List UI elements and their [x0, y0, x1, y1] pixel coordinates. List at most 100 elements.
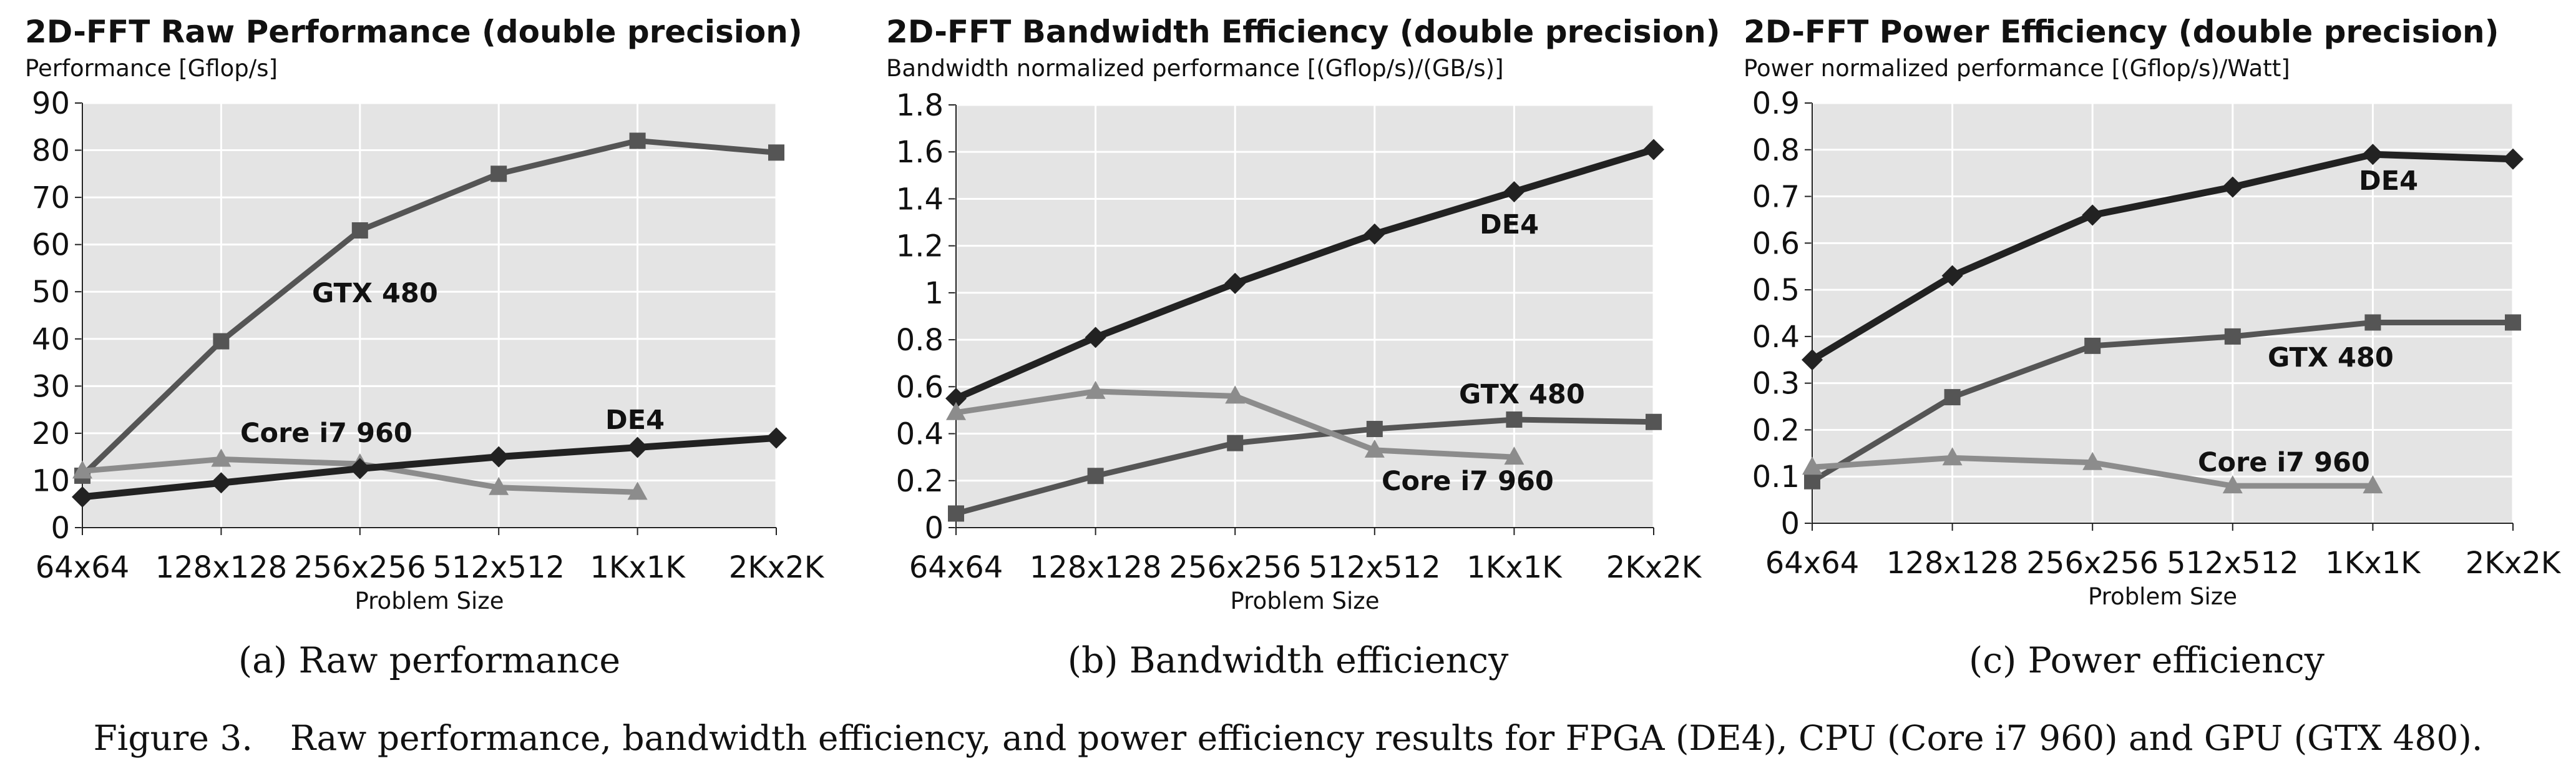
x-tick-label: 1Kx1K	[2325, 546, 2421, 581]
x-tick-label: 128x128	[1030, 550, 1162, 585]
y-tick-label: 0.5	[1752, 273, 1800, 308]
chart-title: 2D-FFT Power Efficiency (double precisio…	[1744, 14, 2499, 50]
data-point-square	[2224, 328, 2241, 345]
x-tick-label: 2Kx2K	[1606, 550, 1702, 585]
y-axis-label: Performance [Gflop/s]	[25, 55, 278, 82]
series-de4: DE4	[1802, 144, 2524, 371]
data-point-square	[213, 333, 230, 350]
data-point-square	[1227, 435, 1244, 451]
y-tick-label: 0.4	[896, 417, 944, 452]
series-label-de4: DE4	[1480, 209, 1539, 240]
y-tick-label: 0.2	[896, 464, 944, 499]
figure-caption: Figure 3. Raw performance, bandwidth effi…	[0, 718, 2576, 758]
data-point-square	[1366, 421, 1383, 438]
data-point-triangle	[72, 460, 92, 479]
x-tick-label: 64x64	[36, 550, 130, 585]
data-point-diamond	[349, 458, 371, 480]
data-point-square	[1646, 413, 1662, 430]
x-tick-label: 1Kx1K	[1466, 550, 1563, 585]
y-tick-label: 0.9	[1752, 86, 1800, 121]
series-line-gtx-480	[80, 137, 777, 478]
y-tick-label: 80	[32, 134, 70, 169]
series-de4: DE4	[945, 139, 1664, 410]
data-point-diamond	[627, 436, 648, 458]
series-de4: DE4	[72, 405, 787, 508]
data-point-triangle	[489, 476, 509, 495]
x-tick-label: 512x512	[432, 550, 565, 585]
data-point-triangle	[211, 448, 232, 467]
y-tick-label: 0.7	[1752, 180, 1800, 215]
data-point-triangle	[1802, 456, 1822, 475]
data-point-triangle	[1225, 385, 1246, 404]
x-tick-label: 64x64	[909, 550, 1003, 585]
data-point-square	[2364, 314, 2381, 331]
x-tick-label: 512x512	[1309, 550, 1441, 585]
x-tick-label: 128x128	[155, 550, 288, 585]
data-point-diamond	[1364, 223, 1385, 245]
y-tick-label: 1.6	[896, 135, 944, 170]
chart-panel-raw-performance: 2D-FFT Raw Performance (double precision…	[0, 0, 859, 778]
line-chart-raw-performance: 0 10 20 30 40 50 60 70 80 90 64x64 128x128 256x256 51…	[32, 86, 825, 614]
data-point-square	[490, 165, 507, 182]
y-tick-label: 0.8	[896, 323, 944, 358]
y-tick-label: 0.2	[1752, 413, 1800, 448]
y-tick-label: 70	[32, 180, 70, 215]
data-point-diamond	[945, 388, 967, 410]
series-label-core-i7-960: Core i7 960	[240, 418, 412, 449]
x-axis-label: Problem Size	[2088, 583, 2237, 610]
data-point-triangle	[1085, 380, 1106, 399]
x-axis-label: Problem Size	[1231, 588, 1380, 614]
data-point-triangle	[946, 401, 966, 420]
x-tick-label: 256x256	[1169, 550, 1301, 585]
y-tick-label: 1.2	[896, 229, 944, 264]
data-point-square	[1944, 389, 1961, 406]
x-axis-label: Problem Size	[355, 588, 504, 614]
data-point-diamond	[1085, 327, 1106, 348]
chart-title: 2D-FFT Bandwidth Efficiency (double prec…	[886, 14, 1720, 50]
subfigure-caption: (c) Power efficiency	[1969, 640, 2325, 681]
series-line-de4	[82, 434, 777, 501]
series-label-gtx-480: GTX 480	[312, 278, 438, 309]
data-point-square	[948, 505, 964, 522]
data-point-square	[768, 144, 784, 161]
y-tick-label: 0.6	[896, 370, 944, 405]
y-tick-label: 30	[32, 369, 70, 404]
plot-area	[1812, 103, 2513, 523]
y-tick-label: 50	[32, 275, 70, 310]
y-tick-label: 1.4	[896, 182, 944, 217]
y-axis-label: Power normalized performance [(Gflop/s)/…	[1744, 55, 2290, 82]
y-tick-label: 40	[32, 322, 70, 357]
plot-area	[82, 103, 776, 528]
data-point-triangle	[1504, 446, 1525, 465]
y-tick-label: 10	[32, 463, 70, 498]
y-tick-label: 0.3	[1752, 367, 1800, 401]
data-point-triangle	[2363, 475, 2383, 494]
plot-area	[956, 105, 1654, 528]
data-point-square	[1506, 411, 1523, 428]
data-point-diamond	[488, 446, 510, 468]
series-gtx-480: GTX 480	[1804, 314, 2521, 490]
data-point-diamond	[210, 472, 232, 494]
data-point-triangle	[2222, 475, 2243, 494]
data-point-square	[1804, 473, 1820, 490]
chart-panel-power-efficiency: 2D-FFT Power Efficiency (double precisio…	[1717, 0, 2576, 778]
line-chart-power-efficiency: 0 0.1 0.2 0.3 0.4 0.5 0.6 0.7 0.8 0.9 64x64 128x128…	[1752, 86, 2562, 610]
series-core-i7-960: Core i7 960	[946, 380, 1554, 497]
series-line-gtx-480	[955, 416, 1654, 516]
subfigure-caption: (a) Raw performance	[238, 640, 621, 681]
figure-number: Figure 3.	[93, 718, 253, 758]
series-line-de4	[954, 146, 1655, 402]
data-point-diamond	[2362, 144, 2384, 165]
series-line-de4	[1810, 150, 2514, 363]
series-core-i7-960: Core i7 960	[1802, 447, 2383, 494]
data-point-triangle	[1942, 447, 1963, 466]
data-point-diamond	[1941, 265, 1963, 287]
y-tick-label: 0.8	[1752, 133, 1800, 168]
x-tick-label: 2Kx2K	[2466, 546, 2562, 581]
series-label-gtx-480: GTX 480	[2268, 342, 2394, 373]
data-point-diamond	[2502, 148, 2524, 170]
y-tick-label: 0.4	[1752, 320, 1800, 355]
subfigure-caption: (b) Bandwidth efficiency	[1067, 640, 1509, 681]
series-label-de4: DE4	[2359, 165, 2418, 197]
data-point-square	[629, 132, 646, 149]
